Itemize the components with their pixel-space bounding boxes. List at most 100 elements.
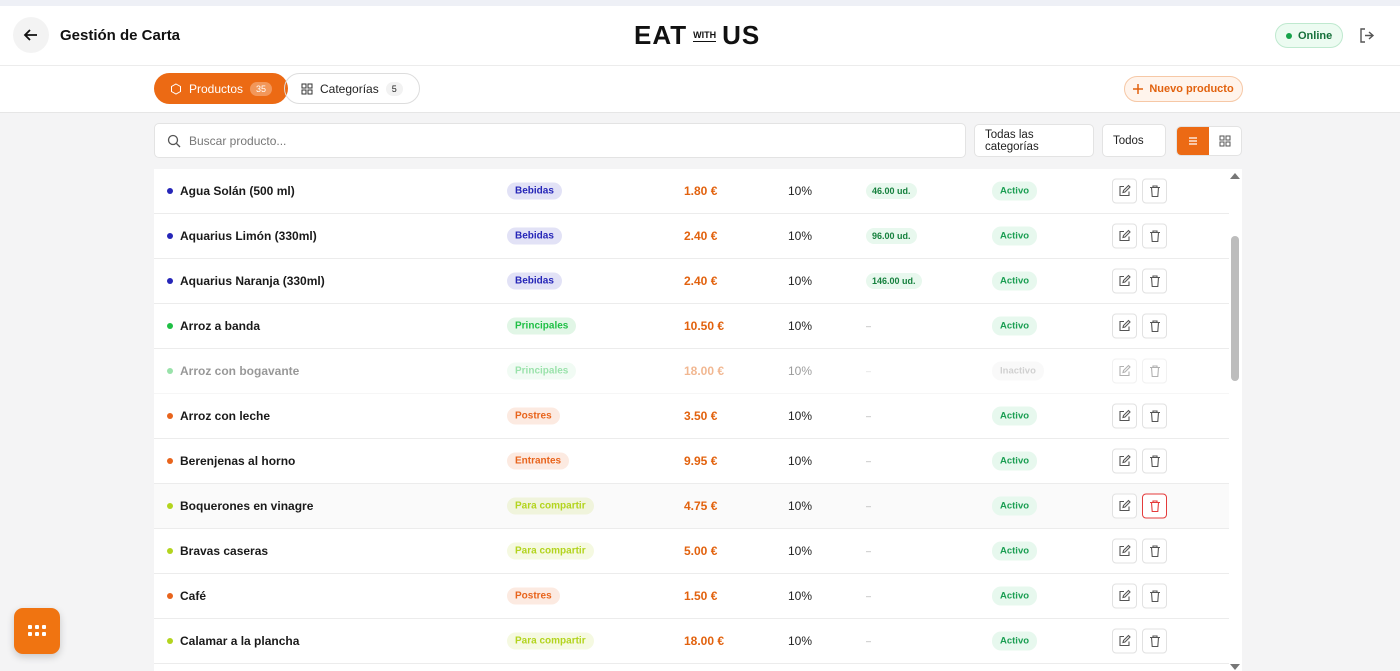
- product-tax: 10%: [788, 184, 813, 198]
- product-price: 2.40 €: [684, 229, 718, 243]
- status-text: Online: [1298, 29, 1333, 42]
- logo-part: US: [722, 20, 761, 50]
- product-stock: –: [866, 456, 872, 466]
- page-title: Gestión de Carta: [60, 27, 181, 44]
- back-button[interactable]: [13, 17, 49, 53]
- tab-label: Categorías: [320, 81, 379, 96]
- product-tax: 10%: [788, 319, 813, 333]
- status-badge: Activo: [992, 631, 1038, 651]
- edit-button[interactable]: [1112, 493, 1137, 519]
- filter-label: Todas las categorías: [985, 128, 1039, 153]
- apps-button[interactable]: [14, 608, 60, 654]
- status-badge: Inactivo: [992, 361, 1044, 381]
- product-name: Bravas caseras: [180, 544, 269, 558]
- edit-button[interactable]: [1112, 223, 1137, 249]
- product-price: 18.00 €: [684, 634, 725, 648]
- category-badge: Postres: [507, 587, 560, 605]
- status-badge: Activo: [992, 496, 1038, 516]
- tab-count: 35: [250, 81, 273, 96]
- category-badge: Entrantes: [507, 452, 570, 470]
- list-view-button[interactable]: [1177, 127, 1209, 155]
- category-badge: Para compartir: [507, 497, 594, 515]
- new-product-button[interactable]: Nuevo producto: [1124, 76, 1243, 102]
- category-badge: Para compartir: [507, 632, 594, 650]
- product-tax: 10%: [788, 544, 813, 558]
- product-name: Boquerones en vinagre: [180, 499, 314, 513]
- product-tax: 10%: [788, 589, 813, 603]
- edit-button[interactable]: [1112, 628, 1137, 654]
- category-dot: [167, 458, 173, 464]
- tab-count: 5: [385, 81, 403, 96]
- product-price: 3.50 €: [684, 409, 718, 423]
- edit-button[interactable]: [1112, 313, 1137, 339]
- category-dot: [167, 278, 173, 284]
- product-row: Berenjenas al horno Entrantes 9.95 € 10% – Ac…: [154, 439, 1229, 484]
- edit-button[interactable]: [1112, 268, 1137, 294]
- edit-button[interactable]: [1112, 583, 1137, 609]
- tab-productos[interactable]: Productos 35: [154, 73, 289, 104]
- edit-button[interactable]: [1112, 358, 1137, 384]
- product-row: Café Postres 1.50 € 10% – Activo: [154, 574, 1229, 619]
- delete-button[interactable]: [1142, 583, 1167, 609]
- delete-button[interactable]: [1142, 313, 1167, 339]
- view-toggle: [1176, 126, 1242, 156]
- tab-categorias[interactable]: Categorías 5: [284, 73, 420, 104]
- status-badge: Activo: [992, 406, 1038, 426]
- grid-view-button[interactable]: [1209, 127, 1241, 155]
- category-filter[interactable]: Todas las categorías: [974, 124, 1094, 157]
- product-stock: 46.00 ud.: [866, 183, 917, 199]
- status-filter[interactable]: Todos: [1102, 124, 1166, 157]
- status-badge: Activo: [992, 226, 1038, 246]
- edit-button[interactable]: [1112, 448, 1137, 474]
- delete-button[interactable]: [1142, 358, 1167, 384]
- delete-button[interactable]: [1142, 268, 1167, 294]
- search-input[interactable]: Buscar producto...: [154, 123, 966, 158]
- product-name: Berenjenas al horno: [180, 454, 296, 468]
- product-price: 1.80 €: [684, 184, 718, 198]
- product-price: 4.75 €: [684, 499, 718, 513]
- product-stock: –: [866, 321, 872, 331]
- category-badge: Postres: [507, 407, 560, 425]
- category-dot: [167, 368, 173, 374]
- product-stock: –: [866, 366, 872, 376]
- product-price: 1.50 €: [684, 589, 718, 603]
- category-dot: [167, 323, 173, 329]
- top-bar: [0, 0, 1400, 66]
- product-name: Café: [180, 589, 207, 603]
- status-pill: Online: [1275, 23, 1344, 48]
- product-name: Aquarius Naranja (330ml): [180, 274, 325, 288]
- delete-button[interactable]: [1142, 223, 1167, 249]
- product-row: Aquarius Limón (330ml) Bebidas 2.40 € 10% 96…: [154, 214, 1229, 259]
- product-tax: 10%: [788, 454, 813, 468]
- product-stock: –: [866, 546, 872, 556]
- edit-button[interactable]: [1112, 403, 1137, 429]
- product-price: 9.95 €: [684, 454, 718, 468]
- product-tax: 10%: [788, 229, 813, 243]
- product-name: Calamar a la plancha: [180, 634, 300, 648]
- tab-label: Productos: [189, 81, 244, 96]
- delete-button[interactable]: [1142, 448, 1167, 474]
- product-stock: –: [866, 411, 872, 421]
- logout-button[interactable]: [1358, 27, 1375, 49]
- product-name: Aquarius Limón (330ml): [180, 229, 317, 243]
- delete-button[interactable]: [1142, 403, 1167, 429]
- delete-button[interactable]: [1142, 538, 1167, 564]
- delete-button[interactable]: [1142, 628, 1167, 654]
- edit-button[interactable]: [1112, 538, 1137, 564]
- status-badge: Activo: [992, 271, 1038, 291]
- search-placeholder: Buscar producto...: [189, 133, 287, 148]
- category-dot: [167, 638, 173, 644]
- delete-button[interactable]: [1142, 493, 1167, 519]
- product-row: Bravas caseras Para compartir 5.00 € 10% – Ac…: [154, 529, 1229, 574]
- edit-button[interactable]: [1112, 178, 1137, 204]
- product-stock: –: [866, 591, 872, 601]
- product-name: Arroz con leche: [180, 409, 271, 423]
- product-row: Arroz a banda Principales 10.50 € 10% – Activ…: [154, 304, 1229, 349]
- product-stock: –: [866, 636, 872, 646]
- delete-button[interactable]: [1142, 178, 1167, 204]
- category-badge: Bebidas: [507, 227, 562, 245]
- status-badge: Activo: [992, 451, 1038, 471]
- product-price: 2.40 €: [684, 274, 718, 288]
- product-name: Agua Solán (500 ml): [180, 184, 295, 198]
